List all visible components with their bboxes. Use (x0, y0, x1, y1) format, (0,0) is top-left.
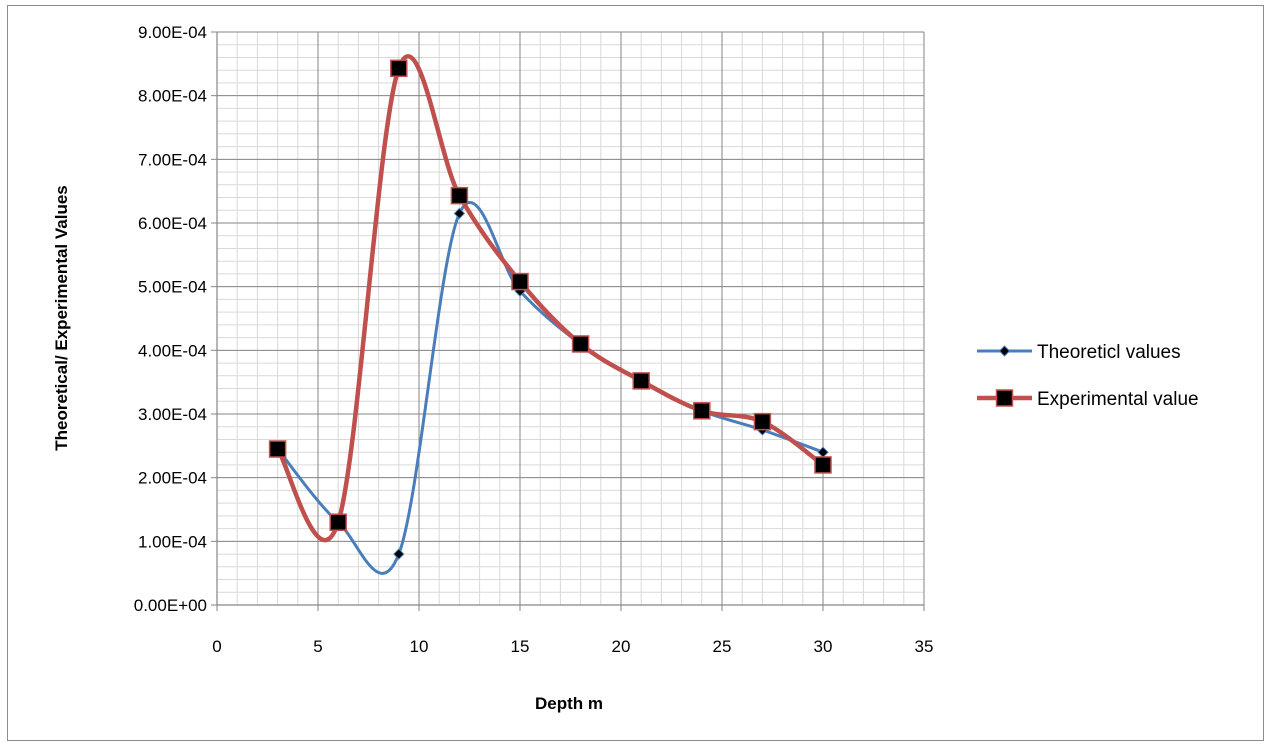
series-2-point (693, 402, 711, 420)
legend-marker (998, 345, 1011, 357)
x-tick-label: 10 (410, 637, 429, 656)
y-tick-label: 7.00E-04 (138, 150, 207, 169)
axes (211, 31, 925, 611)
x-tick-label: 30 (814, 637, 833, 656)
major-gridlines (216, 31, 925, 606)
legend-item-2: Experimental value (977, 389, 1199, 410)
series-2-point (814, 456, 832, 474)
x-tick-label: 35 (915, 637, 934, 656)
y-tick-label: 4.00E-04 (138, 341, 207, 360)
series-2-point (571, 335, 590, 353)
series-2-point (329, 513, 347, 531)
series-2-point (511, 272, 529, 291)
y-tick-label: 8.00E-04 (138, 87, 207, 106)
series-2-point (268, 440, 287, 458)
minor-gridlines (216, 31, 925, 606)
x-tick-label: 25 (713, 637, 732, 656)
x-tick-label: 15 (511, 637, 530, 656)
x-tick-label: 5 (313, 637, 322, 656)
y-tick-labels: 0.00E+00 1.00E-04 2.00E-04 3.00E-04 4.00E-04… (134, 23, 207, 615)
legend: Theoreticl values Experimental value (977, 342, 1199, 410)
x-tick-label: 20 (612, 637, 631, 656)
y-tick-label: 3.00E-04 (138, 405, 207, 424)
series-markers (268, 59, 832, 560)
legend-marker (995, 389, 1014, 407)
y-tick-label: 1.00E-04 (138, 532, 207, 551)
series-1-point (393, 548, 405, 560)
y-tick-label: 6.00E-04 (138, 214, 207, 233)
series-2-point (753, 412, 772, 431)
y-tick-label: 5.00E-04 (138, 278, 207, 297)
y-axis-title: Theoretical/ Experimental Values (52, 185, 71, 451)
series-1-point (453, 207, 466, 220)
x-axis-title: Depth m (535, 694, 603, 713)
series-2-point (450, 186, 469, 205)
series-1-point (817, 446, 829, 458)
x-tick-labels: 0 5 10 15 20 25 30 35 (212, 637, 933, 656)
legend-item-1: Theoreticl values (977, 342, 1181, 363)
series-2-point (390, 59, 408, 78)
y-tick-label: 2.00E-04 (138, 469, 207, 488)
series-line-2 (275, 54, 826, 543)
legend-label: Theoreticl values (1037, 342, 1181, 363)
y-tick-label: 9.00E-04 (138, 23, 207, 42)
x-tick-label: 0 (212, 637, 221, 656)
legend-label: Experimental value (1037, 389, 1199, 410)
series-2-point (632, 372, 650, 390)
y-tick-label: 0.00E+00 (134, 596, 207, 615)
